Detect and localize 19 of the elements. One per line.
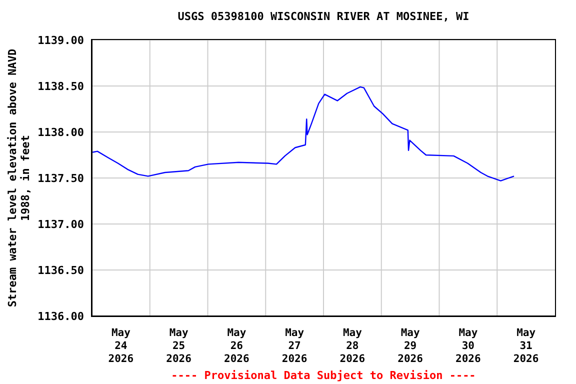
x-tick-label: May 27 2026 xyxy=(282,327,308,365)
x-tick-label: May 24 2026 xyxy=(108,327,134,365)
chart-title: USGS 05398100 WISCONSIN RIVER AT MOSINEE, WI xyxy=(176,10,470,23)
x-tick-label: May 28 2026 xyxy=(340,327,366,365)
text: ---- Provisional Data Subject to Revision ---- xyxy=(170,369,477,382)
x-tick-label: May 29 2026 xyxy=(398,327,423,365)
y-tick-label: 1136.50 xyxy=(38,264,84,277)
x-tick-label: May 31 2026 xyxy=(513,327,539,365)
y-tick-label: 1137.50 xyxy=(38,172,84,185)
y-axis-title: Stream water level elevation above NAVD 1988, in feet xyxy=(6,48,32,308)
x-tick-label: May 26 2026 xyxy=(224,327,250,365)
y-tick-label: 1138.50 xyxy=(38,80,84,93)
y-tick-label: 1138.00 xyxy=(38,126,84,139)
y-tick-label: 1136.00 xyxy=(38,310,84,323)
x-tick-label: May 30 2026 xyxy=(456,327,481,365)
x-tick-label: May 25 2026 xyxy=(166,327,192,365)
line-series xyxy=(92,86,515,182)
y-tick-label: 1137.00 xyxy=(38,218,84,231)
y-tick-label: 1139.00 xyxy=(38,34,84,47)
